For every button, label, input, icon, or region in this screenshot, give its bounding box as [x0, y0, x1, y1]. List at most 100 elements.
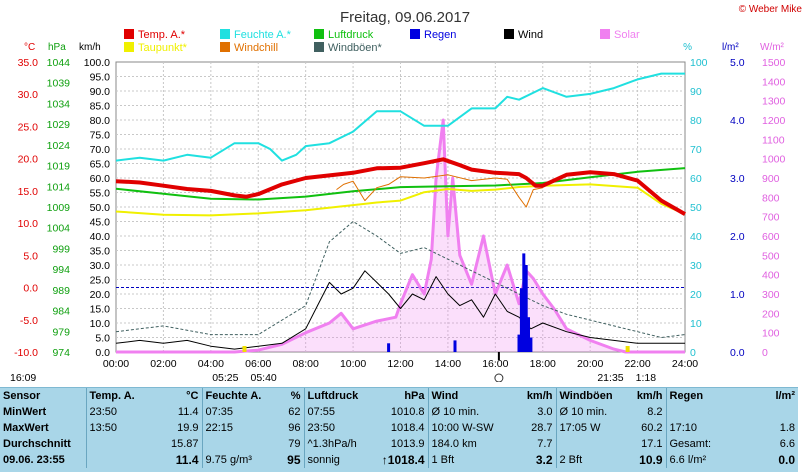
legend-swatch [124, 29, 134, 39]
temp-tick: 10.0 [18, 218, 39, 230]
x-tick: 00:00 [103, 358, 129, 370]
wind-tick: 50.0 [90, 202, 111, 214]
solar-tick: 900 [762, 173, 780, 185]
stats-cell: Wind [427, 388, 496, 404]
rain-tick: 5.0 [730, 57, 745, 69]
pressure-tick: 974 [52, 347, 70, 359]
stats-cell: Luftdruck [303, 388, 374, 404]
x-tick: 22:00 [624, 358, 650, 370]
x-tick: 16:00 [482, 358, 508, 370]
solar-tick: 1300 [762, 96, 786, 108]
series [115, 72, 686, 354]
humidity-tick: 60 [690, 173, 702, 185]
stats-cell: °C [186, 390, 199, 402]
stats-cell: 1018.4 [390, 422, 425, 434]
wind-tick: 15.0 [90, 304, 111, 316]
wind-tick: 20.0 [90, 289, 111, 301]
rain-bar [527, 317, 530, 352]
solar-tick: 300 [762, 289, 780, 301]
stats-cell: km/h [526, 390, 553, 402]
sunset-label-left: 05:40 [250, 372, 276, 382]
stats-cell [85, 436, 146, 452]
solar-tick: 0 [762, 347, 768, 359]
windchill-series [336, 174, 543, 208]
wind-tick: 35.0 [90, 246, 111, 258]
stats-cell: 15.87 [170, 438, 199, 450]
solar-tick: 1000 [762, 154, 786, 166]
wind-tick: 95.0 [90, 72, 111, 84]
stats-cell: 8.2 [647, 406, 663, 418]
temp-tick: -5.0 [20, 315, 38, 327]
x-tick: 14:00 [435, 358, 461, 370]
stats-cell: 62 [288, 406, 301, 418]
x-tick: 18:00 [530, 358, 556, 370]
solar-tick: 600 [762, 231, 780, 243]
temp-series [115, 157, 686, 216]
axis-unit: l/m² [722, 42, 739, 53]
x-tick: 08:00 [293, 358, 319, 370]
stats-cell: Temp. A. [85, 388, 146, 404]
stats-cell: 3.2 [535, 453, 553, 467]
wind-tick: 75.0 [90, 130, 111, 142]
stats-cell: 0.0 [778, 453, 795, 467]
dewpoint-series [115, 183, 686, 217]
rain-tick: 2.0 [730, 231, 745, 243]
x-tick: 24:00 [672, 358, 698, 370]
legend-label: Taupunkt* [138, 42, 188, 54]
stats-cell [85, 452, 146, 468]
rain-bar [522, 253, 526, 352]
solar-tick: 1100 [762, 134, 785, 146]
stats-table: Sensor Temp. A. °C Feuchte A.% Luftdruck hPa W… [0, 388, 798, 468]
axis-unit: hPa [48, 42, 66, 53]
rain-bar [453, 340, 457, 352]
stats-cell: 13:50 [85, 420, 146, 436]
stats-cell: 17.1 [641, 438, 663, 450]
legend-label: Regen [424, 29, 456, 41]
stats-row: MaxWert 13:50 19.9 22:15 96 23:50 1018.4 10:00 … [0, 420, 798, 436]
stats-cell [730, 404, 798, 420]
stats-cell: l/m² [775, 390, 795, 402]
wind-tick: 60.0 [90, 173, 111, 185]
stats-cell: 2 Bft [555, 452, 624, 468]
temp-tick: -10.0 [14, 347, 38, 359]
stats-cell: 11.4 [175, 453, 199, 467]
pressure-tick: 999 [52, 243, 70, 255]
stats-cell: 23:50 [85, 404, 146, 420]
stats-cell: Ø 10 min. [427, 404, 496, 420]
rain-tick: 0.0 [730, 347, 745, 359]
stats-cell: 1010.8 [390, 406, 425, 418]
stats-cell: 17:05 W [555, 420, 624, 436]
solar-series [116, 118, 685, 354]
rain-bar [517, 334, 521, 352]
axis-unit: km/h [79, 42, 101, 53]
wind-tick: 40.0 [90, 231, 111, 243]
stats-cell: 17:10 [665, 420, 730, 436]
rain-bar [519, 288, 523, 352]
pressure-tick: 1044 [47, 57, 71, 69]
legend-label: Temp. A.* [138, 29, 186, 41]
axis-units: °C hPa km/h% l/m² W/m² [24, 42, 785, 53]
stats-cell: 11.4 [177, 406, 199, 418]
legend-label: Windchill [234, 42, 278, 54]
pressure-tick: 994 [52, 264, 70, 276]
humidity-tick: 40 [690, 231, 702, 243]
temp-tick: 30.0 [18, 89, 39, 101]
weather-chart: Freitag, 09.06.2017 Temp. A.* Feuchte A.*… [10, 9, 786, 382]
stats-cell: 95 [287, 453, 301, 467]
temp-tick: 0.0 [23, 283, 38, 295]
wind-tick: 90.0 [90, 86, 111, 98]
stats-cell: 9.75 g/m³ [201, 452, 268, 468]
axis-unit: % [683, 42, 692, 53]
stats-cell: 10.9 [639, 453, 663, 467]
stats-cell [201, 436, 268, 452]
stats-row: Sensor Temp. A. °C Feuchte A.% Luftdruck hPa W… [0, 388, 798, 404]
stats-cell: 07:35 [201, 404, 268, 420]
solar-tick: 400 [762, 270, 780, 282]
temp-tick: 5.0 [23, 250, 38, 262]
sunrise-marker [242, 346, 247, 352]
stats-cell [555, 436, 624, 452]
stats-cell: 1013.9 [390, 438, 425, 450]
stats-cell: Feuchte A. [201, 388, 268, 404]
chart-title: Freitag, 09.06.2017 [340, 9, 470, 26]
wind-tick: 45.0 [90, 217, 111, 229]
